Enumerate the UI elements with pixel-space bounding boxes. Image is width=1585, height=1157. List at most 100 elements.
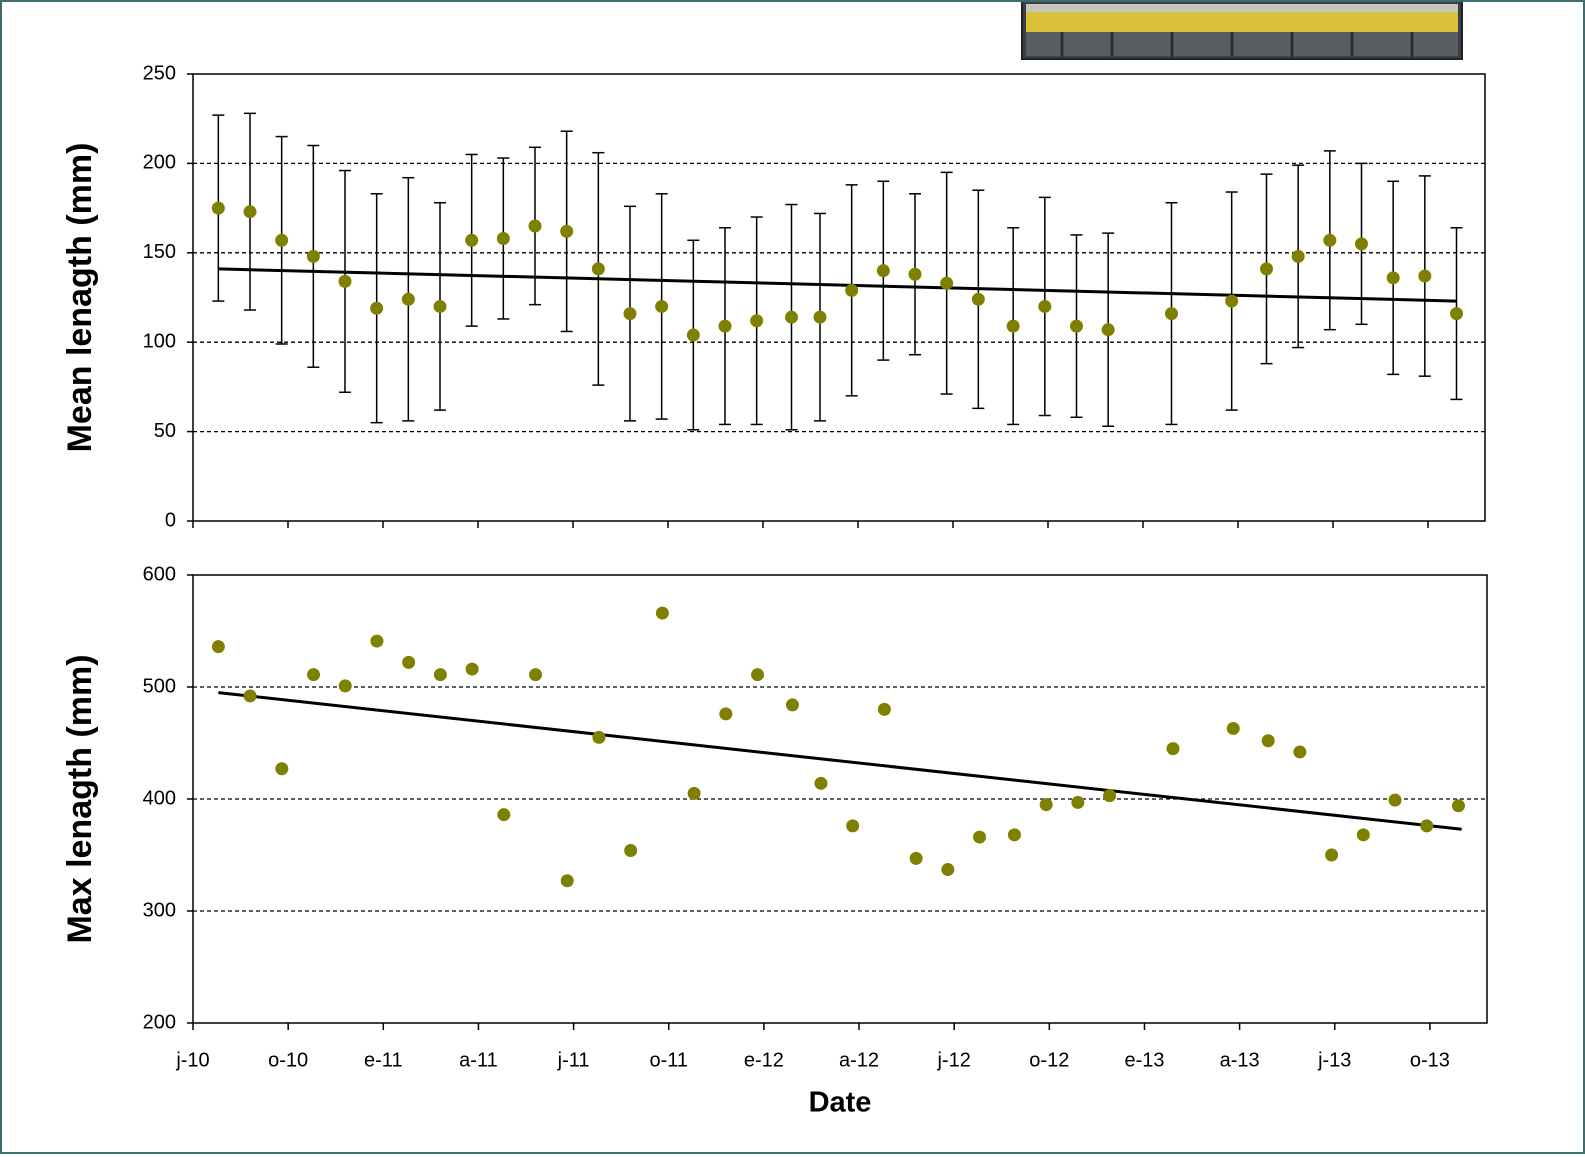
- y-tick-label: 250: [143, 62, 176, 84]
- y-tick-label: 600: [143, 563, 176, 585]
- point: [561, 874, 574, 887]
- point: [1167, 742, 1180, 755]
- x-tick-label: o-11: [649, 1049, 688, 1071]
- point: [244, 205, 257, 218]
- point: [719, 707, 732, 720]
- point: [1387, 271, 1400, 284]
- point: [592, 731, 605, 744]
- point: [466, 663, 479, 676]
- point: [275, 234, 288, 247]
- point: [719, 320, 732, 333]
- point: [1007, 320, 1020, 333]
- y-axis-label: Mean lenagth (mm): [61, 143, 99, 453]
- y-tick-label: 0: [165, 509, 176, 531]
- x-tick-label: o-13: [1410, 1049, 1450, 1071]
- point: [339, 679, 352, 692]
- point: [1357, 828, 1370, 841]
- point: [845, 284, 858, 297]
- point: [688, 787, 701, 800]
- point: [1292, 250, 1305, 263]
- y-tick-label: 300: [143, 899, 176, 921]
- point: [624, 307, 637, 320]
- point: [1103, 789, 1116, 802]
- point: [592, 262, 605, 275]
- point: [1008, 828, 1021, 841]
- point: [972, 293, 985, 306]
- point: [1262, 734, 1275, 747]
- point: [909, 268, 922, 281]
- x-tick-label: a-11: [459, 1049, 498, 1071]
- point: [402, 656, 415, 669]
- point: [1323, 234, 1336, 247]
- point: [1325, 849, 1338, 862]
- x-tick-label: a-12: [839, 1049, 879, 1071]
- point: [687, 329, 700, 342]
- point: [1227, 722, 1240, 735]
- point: [785, 311, 798, 324]
- point: [465, 234, 478, 247]
- point: [560, 225, 573, 238]
- point: [1260, 262, 1273, 275]
- point: [750, 314, 763, 327]
- point: [940, 277, 953, 290]
- point: [1038, 300, 1051, 313]
- point: [846, 819, 859, 832]
- point: [786, 698, 799, 711]
- point: [973, 831, 986, 844]
- point: [1293, 745, 1306, 758]
- x-tick-label: j-12: [936, 1049, 970, 1071]
- point: [497, 808, 510, 821]
- point: [1070, 320, 1083, 333]
- y-tick-label: 100: [143, 330, 176, 352]
- x-axis-label: Date: [809, 1087, 872, 1119]
- y-tick-label: 200: [143, 152, 176, 174]
- x-tick-label: e-11: [364, 1049, 403, 1071]
- point: [1355, 237, 1368, 250]
- x-tick-label: j-10: [175, 1049, 209, 1071]
- point: [1418, 270, 1431, 283]
- point: [814, 777, 827, 790]
- point: [370, 302, 383, 315]
- point: [1165, 307, 1178, 320]
- point: [402, 293, 415, 306]
- point: [877, 264, 890, 277]
- point: [751, 668, 764, 681]
- point: [1102, 323, 1115, 336]
- x-tick-label: j-11: [557, 1049, 590, 1071]
- point: [1389, 794, 1402, 807]
- point: [497, 232, 510, 245]
- point: [434, 668, 447, 681]
- chart: 0 50 100 150 200 250 Mean lenagth (mm) 200 300 40…: [2, 2, 1583, 1152]
- point: [434, 300, 447, 313]
- point: [244, 689, 257, 702]
- point: [1450, 307, 1463, 320]
- point: [624, 844, 637, 857]
- point: [878, 703, 891, 716]
- point: [656, 607, 669, 620]
- y-tick-label: 400: [143, 787, 176, 809]
- trend-line: [218, 693, 1461, 830]
- point: [307, 250, 320, 263]
- point: [1071, 796, 1084, 809]
- point: [814, 311, 827, 324]
- point: [307, 668, 320, 681]
- point: [529, 219, 542, 232]
- y-tick-label: 50: [154, 420, 176, 442]
- x-tick-label: o-12: [1029, 1049, 1069, 1071]
- y-tick-label: 150: [143, 241, 176, 263]
- x-tick-label: o-10: [268, 1049, 308, 1071]
- point: [212, 202, 225, 215]
- point: [1225, 295, 1238, 308]
- x-tick-label: e-13: [1124, 1049, 1164, 1071]
- point: [1420, 819, 1433, 832]
- point: [655, 300, 668, 313]
- y-tick-label: 200: [143, 1011, 176, 1033]
- point: [370, 635, 383, 648]
- point: [339, 275, 352, 288]
- page: 0 50 100 150 200 250 Mean lenagth (mm) 200 300 40…: [0, 0, 1585, 1154]
- photo: [1022, 2, 1462, 59]
- x-tick-label: e-12: [744, 1049, 784, 1071]
- point: [1040, 798, 1053, 811]
- x-tick-label: j-13: [1317, 1049, 1351, 1071]
- point: [910, 852, 923, 865]
